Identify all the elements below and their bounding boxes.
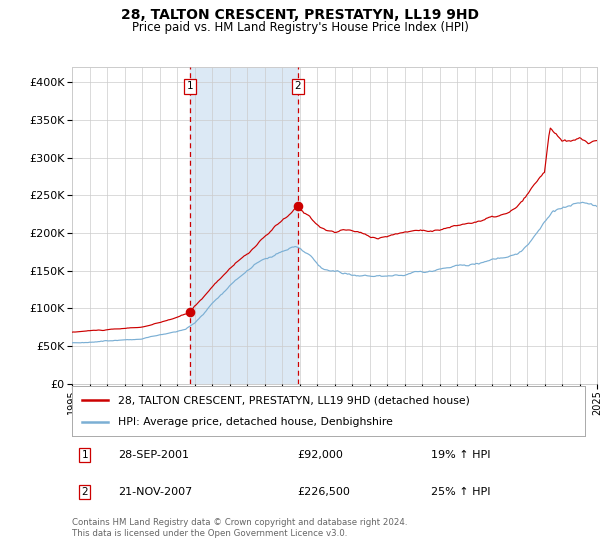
- Text: 1: 1: [187, 81, 193, 91]
- Point: [185, 307, 195, 316]
- Text: 21-NOV-2007: 21-NOV-2007: [118, 487, 193, 497]
- Text: 28, TALTON CRESCENT, PRESTATYN, LL19 9HD (detached house): 28, TALTON CRESCENT, PRESTATYN, LL19 9HD…: [118, 395, 470, 405]
- Text: 2: 2: [295, 81, 301, 91]
- Text: 28, TALTON CRESCENT, PRESTATYN, LL19 9HD: 28, TALTON CRESCENT, PRESTATYN, LL19 9HD: [121, 8, 479, 22]
- Bar: [190, 67, 298, 384]
- Text: HPI: Average price, detached house, Denbighshire: HPI: Average price, detached house, Denb…: [118, 417, 393, 427]
- Text: 19% ↑ HPI: 19% ↑ HPI: [431, 450, 491, 460]
- Text: 25% ↑ HPI: 25% ↑ HPI: [431, 487, 491, 497]
- Text: Contains HM Land Registry data © Crown copyright and database right 2024.: Contains HM Land Registry data © Crown c…: [72, 518, 407, 527]
- Text: £92,000: £92,000: [298, 450, 344, 460]
- Text: Price paid vs. HM Land Registry's House Price Index (HPI): Price paid vs. HM Land Registry's House …: [131, 21, 469, 34]
- Text: 2: 2: [82, 487, 88, 497]
- Text: 1: 1: [82, 450, 88, 460]
- Text: 28-SEP-2001: 28-SEP-2001: [118, 450, 189, 460]
- Text: This data is licensed under the Open Government Licence v3.0.: This data is licensed under the Open Gov…: [72, 529, 347, 538]
- Text: £226,500: £226,500: [298, 487, 350, 497]
- Point: [293, 202, 303, 211]
